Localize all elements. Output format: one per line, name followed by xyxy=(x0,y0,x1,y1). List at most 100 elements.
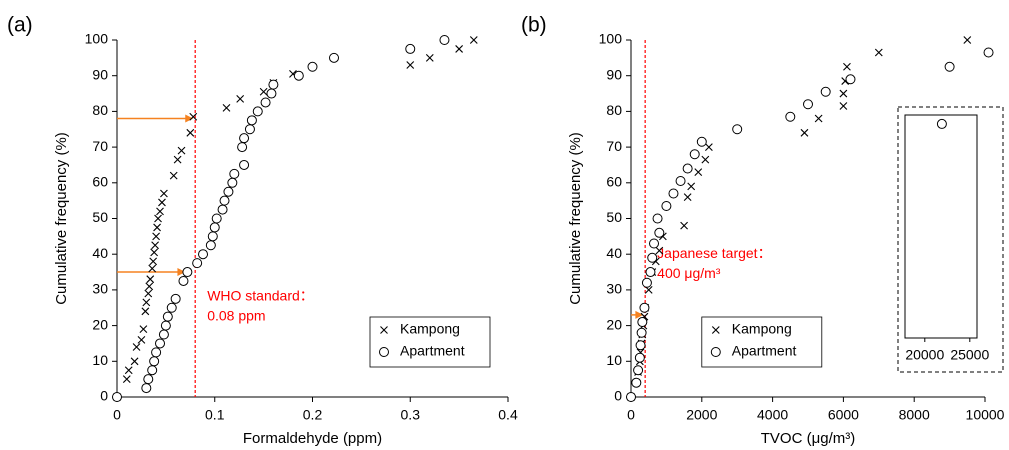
marker-stroke xyxy=(124,366,133,375)
y-tick-label: 50 xyxy=(92,209,108,225)
x-tick-label: 0.2 xyxy=(303,407,323,423)
marker-circle xyxy=(689,149,700,160)
marker-x xyxy=(839,89,848,98)
y-tick-label: 40 xyxy=(606,245,622,261)
marker-circle xyxy=(149,356,160,367)
y-tick-label: 60 xyxy=(606,174,622,190)
marker-circle xyxy=(260,97,271,108)
marker-circle xyxy=(158,329,169,340)
marker-circle xyxy=(217,204,228,215)
marker-stroke xyxy=(651,257,660,266)
marker-x xyxy=(124,366,133,375)
inset-x-tick-label: 20000 xyxy=(905,347,944,363)
marker-circle xyxy=(379,347,389,357)
marker-x xyxy=(236,95,245,103)
y-tick-label: 10 xyxy=(92,352,108,368)
marker-circle xyxy=(636,327,647,338)
y-tick-label: 100 xyxy=(599,31,623,47)
marker-circle xyxy=(266,88,277,99)
marker-stroke xyxy=(130,357,139,366)
marker-stroke xyxy=(144,289,153,298)
y-axis-label: Cumulative frequency (%) xyxy=(53,132,70,305)
legend-label: Kampong xyxy=(400,321,460,337)
marker-circle xyxy=(141,383,152,394)
y-tick-label: 60 xyxy=(92,174,108,190)
marker-circle xyxy=(155,338,166,349)
legend-box xyxy=(701,316,823,368)
marker-circle xyxy=(626,392,636,402)
marker-x xyxy=(132,343,141,351)
marker-circle xyxy=(227,177,238,188)
y-tick-label: 80 xyxy=(92,102,108,118)
marker-stroke xyxy=(150,248,159,257)
marker-x xyxy=(142,298,151,307)
marker-x xyxy=(145,282,154,291)
marker-circle xyxy=(732,124,743,135)
marker-stroke xyxy=(406,61,415,69)
marker-circle xyxy=(223,186,234,197)
marker-circle xyxy=(198,249,209,260)
inset-frame xyxy=(904,114,978,339)
marker-circle xyxy=(654,227,665,238)
marker-x xyxy=(380,326,388,334)
x-tick-label: 0.4 xyxy=(498,407,518,423)
marker-circle xyxy=(147,365,158,376)
marker-x xyxy=(122,375,131,384)
arrow-head xyxy=(177,268,186,277)
x-tick-label: 4000 xyxy=(757,407,788,423)
x-tick-label: 0.3 xyxy=(401,407,421,423)
marker-stroke xyxy=(186,128,195,137)
marker-stroke xyxy=(141,307,150,316)
marker-stroke xyxy=(142,298,151,307)
y-tick-label: 50 xyxy=(606,209,622,225)
marker-x xyxy=(701,155,710,164)
marker-stroke xyxy=(680,221,688,230)
marker-circle xyxy=(307,61,318,72)
marker-circle xyxy=(252,106,263,117)
marker-circle xyxy=(329,52,340,63)
marker-x xyxy=(963,36,972,44)
marker-circle xyxy=(268,79,279,90)
marker-stroke xyxy=(122,375,131,384)
marker-stroke xyxy=(173,155,182,164)
x-tick-label: 10000 xyxy=(966,407,1005,423)
marker-x xyxy=(148,264,157,273)
marker-circle xyxy=(661,201,672,212)
marker-stroke xyxy=(149,257,158,266)
marker-circle xyxy=(405,43,416,54)
marker-x xyxy=(144,289,153,298)
marker-x xyxy=(158,198,166,207)
marker-circle xyxy=(207,231,218,242)
y-tick-label: 20 xyxy=(606,316,622,332)
marker-circle xyxy=(244,124,255,135)
y-tick-label: 90 xyxy=(606,66,622,82)
marker-x xyxy=(141,307,150,316)
marker-x xyxy=(189,112,198,121)
y-tick-label: 10 xyxy=(606,352,622,368)
marker-circle xyxy=(211,213,222,224)
marker-stroke xyxy=(425,53,434,62)
marker-x xyxy=(169,171,178,180)
marker-x xyxy=(149,257,158,266)
marker-x xyxy=(130,357,139,366)
marker-circle xyxy=(182,267,193,278)
marker-stroke xyxy=(658,232,667,241)
marker-circle xyxy=(641,277,652,288)
marker-x xyxy=(839,102,848,110)
arrow xyxy=(117,268,186,277)
marker-circle xyxy=(112,392,122,402)
marker-circle xyxy=(936,118,947,129)
marker-circle xyxy=(785,111,796,122)
marker-circle xyxy=(151,347,162,358)
marker-stroke xyxy=(874,48,883,57)
marker-stroke xyxy=(151,241,160,250)
marker-circle xyxy=(160,320,171,331)
marker-circle xyxy=(239,159,250,170)
marker-circle xyxy=(668,188,679,199)
reference-label: Japanese target： xyxy=(657,245,771,261)
marker-x xyxy=(137,335,146,344)
panel-label: (a) xyxy=(7,14,33,37)
marker-circle xyxy=(803,99,813,110)
marker-x xyxy=(259,87,268,96)
legend-label: Apartment xyxy=(732,343,797,359)
